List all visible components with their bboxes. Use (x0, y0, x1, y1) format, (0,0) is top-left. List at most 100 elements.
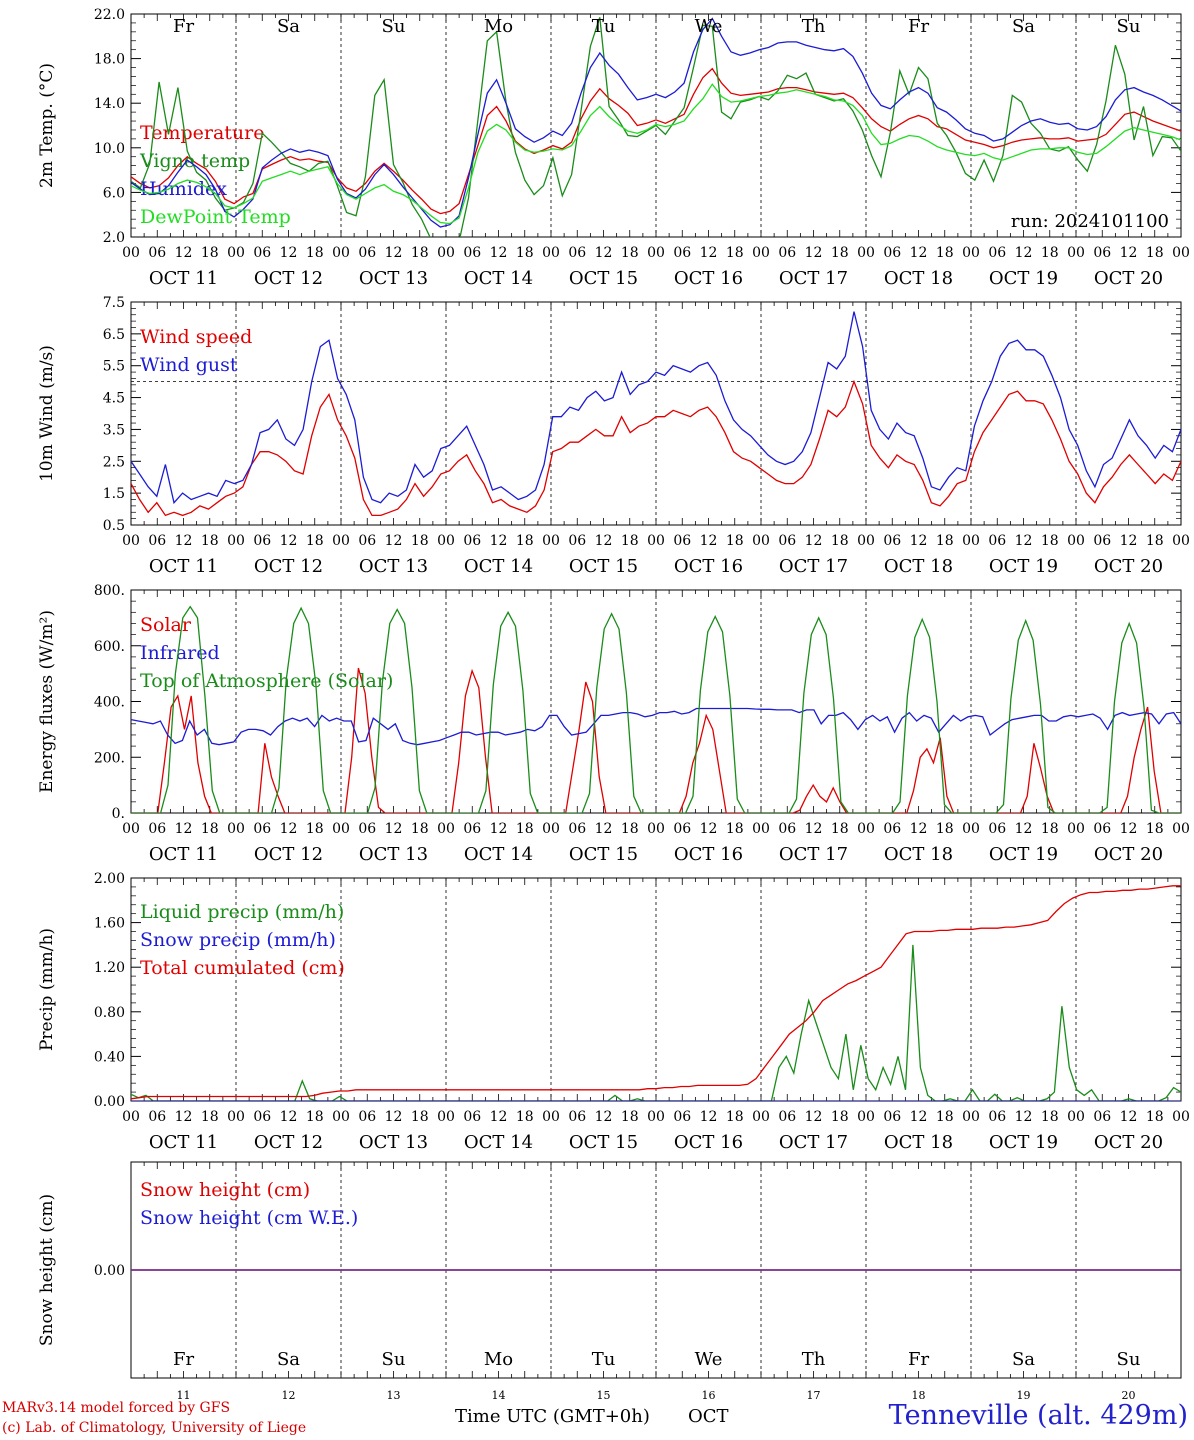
hour-label: 06 (1093, 245, 1111, 261)
hour-label: 00 (962, 533, 980, 549)
y-tick-label: 400. (94, 695, 125, 711)
hour-label: 12 (385, 533, 403, 549)
day-number: 13 (387, 1389, 401, 1402)
hour-label: 12 (280, 821, 298, 837)
date-label: OCT 16 (674, 1132, 743, 1153)
hour-label: 12 (280, 533, 298, 549)
hour-label: 12 (910, 533, 928, 549)
hour-label: 00 (857, 533, 875, 549)
date-label: OCT 18 (884, 556, 953, 577)
hour-label: 18 (1041, 533, 1059, 549)
hour-label: 00 (437, 821, 455, 837)
hour-label: 00 (1067, 1109, 1085, 1125)
hour-label: 06 (463, 245, 481, 261)
hour-label: 18 (831, 245, 849, 261)
series-line-humidex (131, 17, 1181, 228)
y-tick-label: 4.5 (103, 391, 125, 407)
hour-label: 00 (962, 245, 980, 261)
hour-label: 12 (1120, 245, 1138, 261)
hour-label: 18 (201, 821, 219, 837)
y-axis-label: Snow height (cm) (37, 1194, 57, 1346)
legend-entry: Wind gust (140, 354, 238, 376)
time-axis-title: Time UTC (GMT+0h) (455, 1406, 650, 1427)
hour-label: 00 (227, 245, 245, 261)
series-line-temperature (131, 67, 1181, 215)
date-label: OCT 17 (779, 1132, 848, 1153)
hour-label: 00 (1067, 245, 1085, 261)
hour-label: 06 (673, 245, 691, 261)
day-number: 14 (492, 1389, 506, 1402)
y-tick-label: 0.40 (94, 1049, 125, 1065)
hour-label: 00 (647, 821, 665, 837)
hour-label: 00 (647, 1109, 665, 1125)
weekday-label: Su (382, 16, 406, 37)
hour-label: 00 (647, 533, 665, 549)
model-credit: MARv3.14 model forced by GFS (2, 1400, 231, 1416)
hour-label: 12 (595, 821, 613, 837)
weekday-label: Sa (1012, 16, 1035, 37)
hour-label: 18 (831, 1109, 849, 1125)
y-axis-label: Energy fluxes (W/m²) (37, 610, 57, 793)
day-number: 18 (912, 1389, 926, 1402)
hour-label: 12 (1120, 1109, 1138, 1125)
hour-label: 12 (700, 245, 718, 261)
hour-label: 00 (332, 1109, 350, 1125)
hour-label: 12 (1015, 533, 1033, 549)
date-label: OCT 11 (149, 268, 218, 289)
date-label: OCT 19 (989, 1132, 1058, 1153)
weekday-label: We (695, 16, 723, 37)
hour-label: 12 (385, 821, 403, 837)
hour-label: 00 (857, 245, 875, 261)
series-line-infrared (131, 707, 1181, 746)
lab-credit: (c) Lab. of Climatology, University of L… (2, 1420, 307, 1436)
day-number: 17 (807, 1389, 821, 1402)
hour-label: 18 (936, 245, 954, 261)
hour-label: 00 (122, 1109, 140, 1125)
hour-label: 00 (752, 533, 770, 549)
hour-label: 00 (752, 1109, 770, 1125)
y-tick-label: 7.5 (103, 295, 125, 311)
month-label: OCT (688, 1406, 729, 1427)
weekday-label: Th (802, 16, 826, 37)
hour-label: 12 (175, 1109, 193, 1125)
hour-label: 06 (568, 533, 586, 549)
weekday-label: Sa (1012, 1349, 1035, 1370)
date-label: OCT 18 (884, 268, 953, 289)
hour-label: 06 (358, 821, 376, 837)
y-tick-label: 200. (94, 750, 125, 766)
date-label: OCT 16 (674, 268, 743, 289)
date-label: OCT 13 (359, 844, 428, 865)
hour-label: 18 (1041, 1109, 1059, 1125)
hour-label: 18 (936, 821, 954, 837)
y-tick-label: 2.0 (103, 230, 125, 246)
hour-label: 06 (148, 245, 166, 261)
series-line-liquid-precip-mm-h- (131, 944, 1181, 1101)
hour-label: 06 (778, 1109, 796, 1125)
hour-label: 18 (411, 821, 429, 837)
hour-label: 18 (306, 821, 324, 837)
date-label: OCT 14 (464, 556, 533, 577)
hour-label: 12 (175, 821, 193, 837)
hour-label: 12 (490, 245, 508, 261)
date-label: OCT 14 (464, 268, 533, 289)
hour-label: 18 (1041, 245, 1059, 261)
y-tick-label: 0.00 (94, 1094, 125, 1110)
hour-label: 18 (726, 533, 744, 549)
hour-label: 06 (148, 1109, 166, 1125)
y-tick-label: 1.60 (94, 916, 125, 932)
hour-label: 06 (673, 533, 691, 549)
hour-label: 18 (621, 245, 639, 261)
panel-5: 0.00 Snow height (cm) Snow height (cm) Snow… (37, 1161, 1182, 1379)
y-tick-label: 22.0 (94, 7, 125, 23)
legend-entry: Top of Atmosphere (Solar) (140, 670, 393, 692)
weekday-label: Th (802, 1349, 826, 1370)
hour-label: 12 (910, 821, 928, 837)
hour-label: 00 (1067, 821, 1085, 837)
hour-label: 18 (831, 533, 849, 549)
hour-label: 06 (1093, 1109, 1111, 1125)
hour-label: 12 (700, 1109, 718, 1125)
hour-label: 12 (385, 1109, 403, 1125)
hour-label: 12 (1015, 821, 1033, 837)
hour-label: 12 (700, 821, 718, 837)
hour-label: 18 (726, 821, 744, 837)
